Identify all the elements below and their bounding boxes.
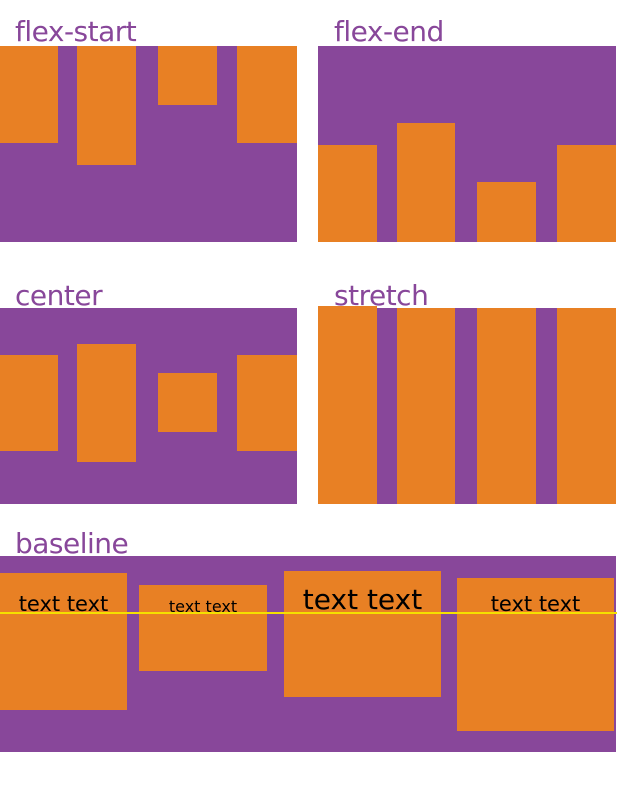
- flex-item: [77, 344, 136, 462]
- flex-item: text text: [139, 585, 267, 671]
- flex-item: [557, 308, 616, 504]
- flex-item: [237, 355, 297, 451]
- item-text: text text: [168, 597, 238, 616]
- flex-item: [77, 46, 136, 165]
- panel-flex-start: [0, 46, 297, 242]
- panel-center: [0, 308, 297, 504]
- label-flex-end: flex-end: [334, 15, 444, 48]
- flex-item: [318, 145, 377, 242]
- flex-item: [477, 182, 536, 242]
- flex-item: [318, 306, 377, 504]
- flex-item: text text: [0, 573, 127, 710]
- flex-item: text text: [284, 571, 441, 697]
- label-flex-start: flex-start: [15, 15, 137, 48]
- item-text: text text: [302, 583, 423, 616]
- flex-item: [477, 308, 536, 504]
- flex-item: [397, 308, 455, 504]
- flex-item: [557, 145, 616, 242]
- panel-flex-end: [318, 46, 616, 242]
- label-stretch: stretch: [334, 279, 429, 312]
- flex-item: [237, 46, 297, 143]
- flex-item: [158, 46, 217, 105]
- panel-baseline: text text text text text text text text: [0, 556, 616, 752]
- label-center: center: [15, 279, 103, 312]
- label-baseline: baseline: [15, 527, 129, 560]
- flex-item: text text: [457, 578, 614, 731]
- flex-item: [397, 123, 455, 242]
- baseline-line: [0, 612, 617, 614]
- flex-item: [0, 355, 58, 451]
- flex-item: [158, 373, 217, 432]
- panel-stretch: [318, 306, 616, 504]
- flex-item: [0, 46, 58, 143]
